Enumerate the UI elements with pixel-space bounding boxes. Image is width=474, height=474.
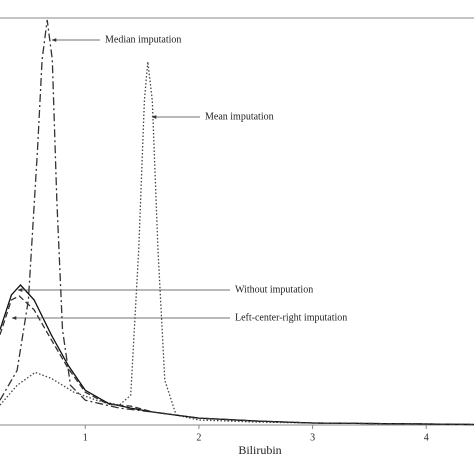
series-line — [0, 284, 474, 426]
annotation: Without imputation — [235, 284, 313, 295]
x-tick-label: 4 — [424, 432, 429, 443]
series-line — [0, 61, 474, 426]
x-tick-label: 2 — [196, 432, 201, 443]
series-line — [0, 19, 474, 426]
annotation: Mean imputation — [205, 111, 274, 122]
x-tick-label: 3 — [310, 432, 315, 443]
x-tick-label: 1 — [83, 432, 88, 443]
x-axis-label: Bilirubin — [238, 443, 281, 457]
annotation: Left-center-right imputation — [235, 312, 347, 323]
annotation: Median imputation — [105, 34, 181, 45]
